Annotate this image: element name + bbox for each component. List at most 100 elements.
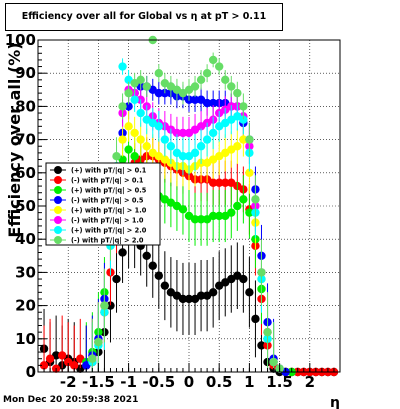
data-point <box>136 75 145 85</box>
legend-marker <box>54 226 62 234</box>
data-point <box>257 268 266 277</box>
legend-label: (-) with pT/|q| > 0.5 <box>71 197 144 206</box>
y-tick-label: 40 <box>15 230 36 248</box>
y-tick-label: 30 <box>15 263 36 281</box>
data-point <box>251 314 260 324</box>
data-point <box>70 361 79 370</box>
legend-marker <box>54 186 62 194</box>
data-point <box>160 135 170 144</box>
chart-title: Efficiency over all for Global vs η at p… <box>5 3 283 31</box>
x-tick-label: -1 <box>120 373 137 391</box>
x-tick-label: -0.5 <box>142 373 175 391</box>
x-tick-label: 1 <box>244 373 254 391</box>
data-point <box>196 75 206 85</box>
data-point <box>136 108 145 118</box>
data-point <box>154 88 163 98</box>
data-point <box>124 88 133 98</box>
data-point <box>239 115 248 124</box>
data-point <box>118 62 127 71</box>
series-6 <box>88 58 284 373</box>
data-point <box>142 142 151 151</box>
data-point <box>196 142 206 151</box>
data-point <box>142 82 151 91</box>
data-point <box>130 152 139 161</box>
y-tick-label: 0 <box>26 363 36 381</box>
data-point <box>112 152 121 161</box>
data-point <box>251 195 260 204</box>
data-point <box>221 178 230 187</box>
series-7 <box>88 35 284 373</box>
data-point <box>227 82 236 91</box>
y-tick-label: 60 <box>15 164 36 182</box>
timestamp: Mon Dec 20 20:59:38 2021 <box>3 395 139 405</box>
data-point <box>154 69 163 78</box>
legend-label: (-) with pT/|q| > 0.1 <box>71 177 144 186</box>
data-point <box>130 128 139 138</box>
legend-box <box>45 162 161 246</box>
y-tick-label: 10 <box>15 330 36 348</box>
data-point <box>39 361 49 370</box>
legend-marker <box>54 216 62 224</box>
data-point <box>154 271 163 280</box>
data-point <box>190 148 200 158</box>
x-axis-label: η <box>330 395 340 409</box>
y-tick-label: 100 <box>5 31 36 49</box>
legend-marker <box>54 166 62 174</box>
data-point <box>215 62 224 71</box>
data-point <box>257 341 266 350</box>
data-point <box>208 178 218 187</box>
data-point <box>190 95 200 104</box>
data-point <box>233 201 242 211</box>
x-tick-label: -2 <box>60 373 77 391</box>
data-point <box>239 195 248 204</box>
data-point <box>106 301 115 310</box>
data-point <box>245 288 254 297</box>
data-point <box>100 301 109 310</box>
legend-label: (+) with pT/|q| > 0.1 <box>71 167 147 176</box>
data-point <box>208 288 218 297</box>
data-point <box>45 354 55 363</box>
legend-label: (+) with pT/|q| > 0.5 <box>71 187 147 196</box>
y-tick-label: 90 <box>15 64 36 82</box>
data-point <box>154 122 163 131</box>
x-tick-label: 0.5 <box>206 373 233 391</box>
y-tick-label: 20 <box>15 297 36 315</box>
y-tick-label: 80 <box>15 97 36 115</box>
data-point <box>118 135 127 144</box>
legend-marker <box>54 176 62 184</box>
data-point <box>227 208 236 217</box>
data-point <box>215 178 224 187</box>
x-tick-label: 0 <box>184 373 194 391</box>
data-point <box>142 251 151 260</box>
legend-marker <box>54 206 62 214</box>
legend-label: (+) with pT/|q| > 2.0 <box>71 227 147 236</box>
axes: -2 -1.5 -1 -0.5 0 0.5 1 1.5 20102030405060708090… <box>5 31 335 391</box>
data-point <box>269 357 278 367</box>
data-point <box>160 281 170 290</box>
data-point <box>88 354 97 363</box>
data-point <box>190 82 200 91</box>
y-axis-label: Efficiency over all (%) <box>5 42 24 237</box>
data-point <box>118 102 127 111</box>
data-point <box>208 55 218 65</box>
data-point <box>124 102 133 111</box>
data-point <box>118 248 127 257</box>
data-point <box>245 168 254 177</box>
legend-label: (+) with pT/|q| > 1.0 <box>71 207 147 216</box>
legend-marker <box>54 196 62 204</box>
data-point <box>178 205 188 214</box>
data-point <box>245 208 254 217</box>
data-point <box>233 142 242 151</box>
data-point <box>202 135 212 144</box>
data-point <box>178 128 188 138</box>
legend-label: (-) with pT/|q| > 1.0 <box>71 217 144 226</box>
y-tick-label: 50 <box>15 197 36 215</box>
data-point <box>202 98 212 108</box>
data-point <box>148 261 157 270</box>
data-point <box>263 327 272 337</box>
data-point <box>239 102 248 111</box>
legend-marker <box>54 236 62 244</box>
data-point <box>124 145 133 154</box>
data-point <box>178 294 188 304</box>
